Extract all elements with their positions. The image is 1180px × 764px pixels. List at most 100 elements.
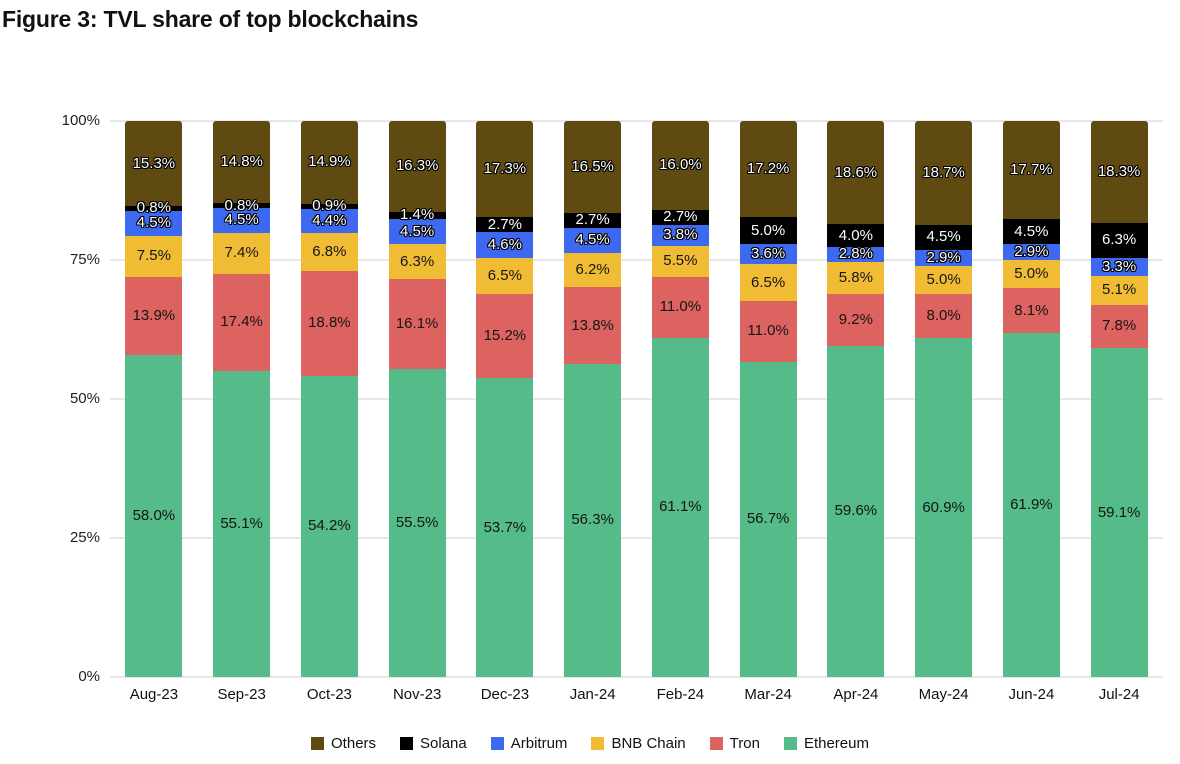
segment-value-label: 4.0% <box>838 226 873 244</box>
segment-ethereum: 61.1% <box>651 337 709 677</box>
segment-arbitrum: 2.9% <box>1002 244 1060 261</box>
legend-item-ethereum: Ethereum <box>783 735 869 752</box>
bar-feb-24: 16.0% 2.7% 3.8% 5.5% 11.0% 61.1% <box>651 121 709 677</box>
segment-solana: 0.8% <box>125 200 183 216</box>
segment-arbitrum: 2.9% <box>915 250 973 267</box>
legend-label: Solana <box>420 735 467 752</box>
segment-ethereum: 55.5% <box>388 368 446 677</box>
segment-ethereum: 59.1% <box>1090 348 1148 677</box>
segment-bnb-chain: 5.0% <box>1002 260 1060 289</box>
segment-value-label: 15.2% <box>483 327 527 345</box>
segment-value-label: 59.6% <box>834 502 878 520</box>
segment-solana: 6.3% <box>1090 222 1148 258</box>
segment-value-label: 15.3% <box>132 154 176 172</box>
y-axis-tick-label: 0% <box>78 668 100 685</box>
segment-value-label: 8.0% <box>926 307 961 325</box>
bar-sep-23: 14.8% 0.8% 4.5% 7.4% 17.4% 55.1% <box>213 121 271 677</box>
segment-ethereum: 60.9% <box>915 338 973 677</box>
segment-tron: 16.1% <box>388 279 446 369</box>
x-axis-label: Feb-24 <box>656 686 705 703</box>
segment-value-label: 54.2% <box>308 517 351 535</box>
x-axis-label: Jun-24 <box>1008 686 1055 703</box>
segment-value-label: 14.8% <box>220 153 263 171</box>
segment-value-label: 0.9% <box>312 197 347 215</box>
segment-others: 18.3% <box>1090 121 1148 223</box>
segment-others: 17.3% <box>476 121 534 218</box>
bar-slot: 17.2% 5.0% 3.6% 6.5% 11.0% 56.7% <box>724 121 812 677</box>
legend-item-others: Others <box>311 735 376 752</box>
segment-solana: 0.8% <box>213 197 271 213</box>
segment-value-label: 0.8% <box>224 196 259 214</box>
segment-bnb-chain: 5.0% <box>915 266 973 294</box>
segment-solana: 2.7% <box>564 212 622 228</box>
segment-value-label: 3.8% <box>663 226 698 244</box>
segment-value-label: 17.7% <box>1010 161 1053 179</box>
segment-value-label: 18.3% <box>1097 162 1141 180</box>
segment-arbitrum: 3.6% <box>739 244 797 265</box>
segment-value-label: 6.3% <box>400 252 435 270</box>
segment-value-label: 5.0% <box>926 271 961 288</box>
segment-tron: 15.2% <box>476 293 534 379</box>
bar-slot: 14.8% 0.8% 4.5% 7.4% 17.4% 55.1% <box>198 121 286 677</box>
segment-value-label: 5.5% <box>663 252 698 270</box>
bar-mar-24: 17.2% 5.0% 3.6% 6.5% 11.0% 56.7% <box>739 121 797 677</box>
segment-tron: 9.2% <box>827 294 885 346</box>
segment-tron: 11.0% <box>651 276 709 338</box>
segment-value-label: 4.5% <box>1014 222 1049 240</box>
segment-value-label: 58.0% <box>132 506 176 524</box>
bar-slot: 18.6% 4.0% 2.8% 5.8% 9.2% 59.6% <box>812 121 900 677</box>
legend-label: Ethereum <box>803 735 869 752</box>
segment-solana: 2.7% <box>476 215 534 233</box>
gridline <box>110 259 1163 261</box>
segment-value-label: 6.8% <box>312 243 347 261</box>
segment-value-label: 55.5% <box>395 513 439 531</box>
segment-tron: 17.4% <box>213 273 271 371</box>
segment-bnb-chain: 6.3% <box>388 244 446 280</box>
segment-value-label: 6.3% <box>1102 231 1137 249</box>
bar-slot: 18.7% 4.5% 2.9% 5.0% 8.0% 60.9% <box>900 121 988 677</box>
bar-slot: 15.3% 0.8% 4.5% 7.5% 13.9% 58.0% <box>110 121 198 677</box>
segment-value-label: 4.6% <box>487 235 522 253</box>
segment-value-label: 16.1% <box>395 315 439 333</box>
plot-area: 15.3% 0.8% 4.5% 7.5% 13.9% 58.0% 14.8% 0.8% 4.5%… <box>110 120 1163 678</box>
bar-slot: 17.7% 4.5% 2.9% 5.0% 8.1% 61.9% <box>988 121 1076 677</box>
segment-tron: 8.1% <box>1002 288 1060 334</box>
segment-value-label: 8.1% <box>1014 301 1049 319</box>
x-axis-label: Sep-23 <box>217 686 266 703</box>
figure-title: Figure 3: TVL share of top blockchains <box>2 6 419 32</box>
segment-arbitrum: 4.5% <box>213 207 271 233</box>
segment-others: 16.5% <box>564 121 622 213</box>
legend-label: Tron <box>729 735 760 752</box>
segment-value-label: 3.3% <box>1102 258 1137 276</box>
segment-arbitrum: 2.8% <box>827 245 885 263</box>
segment-ethereum: 54.2% <box>300 375 358 678</box>
x-axis-label: Jan-24 <box>569 686 616 703</box>
segment-bnb-chain: 6.5% <box>739 264 797 301</box>
x-axis: Aug-23 Sep-23 Oct-23 Nov-23 Dec-23 Jan-24 Feb-… <box>110 686 1163 703</box>
legend-swatch <box>400 737 414 750</box>
segment-tron: 11.0% <box>739 300 797 362</box>
segment-value-label: 2.8% <box>838 245 873 263</box>
legend-swatch <box>783 737 797 750</box>
legend-label: Others <box>331 735 377 752</box>
legend-swatch <box>311 737 325 750</box>
segment-others: 14.8% <box>213 121 271 204</box>
segment-solana: 5.0% <box>739 216 797 245</box>
segment-bnb-chain: 5.5% <box>651 245 709 277</box>
x-axis-label: Mar-24 <box>744 686 792 703</box>
segment-value-label: 6.2% <box>575 261 610 278</box>
segment-value-label: 61.1% <box>659 498 702 516</box>
segment-value-label: 2.7% <box>663 208 698 226</box>
segment-value-label: 2.7% <box>487 215 522 233</box>
segment-bnb-chain: 7.5% <box>125 235 183 278</box>
segment-value-label: 17.4% <box>220 313 263 331</box>
segment-bnb-chain: 5.8% <box>827 262 885 295</box>
segment-value-label: 5.0% <box>751 221 786 239</box>
segment-value-label: 56.7% <box>746 510 790 528</box>
legend-label: BNB Chain <box>611 735 686 752</box>
legend-item-tron: Tron <box>709 735 760 752</box>
bar-slot: 18.3% 6.3% 3.3% 5.1% 7.8% 59.1% <box>1075 121 1163 677</box>
y-axis: 100% 75% 50% 25% 0% <box>0 112 100 685</box>
segment-value-label: 17.2% <box>746 159 790 177</box>
